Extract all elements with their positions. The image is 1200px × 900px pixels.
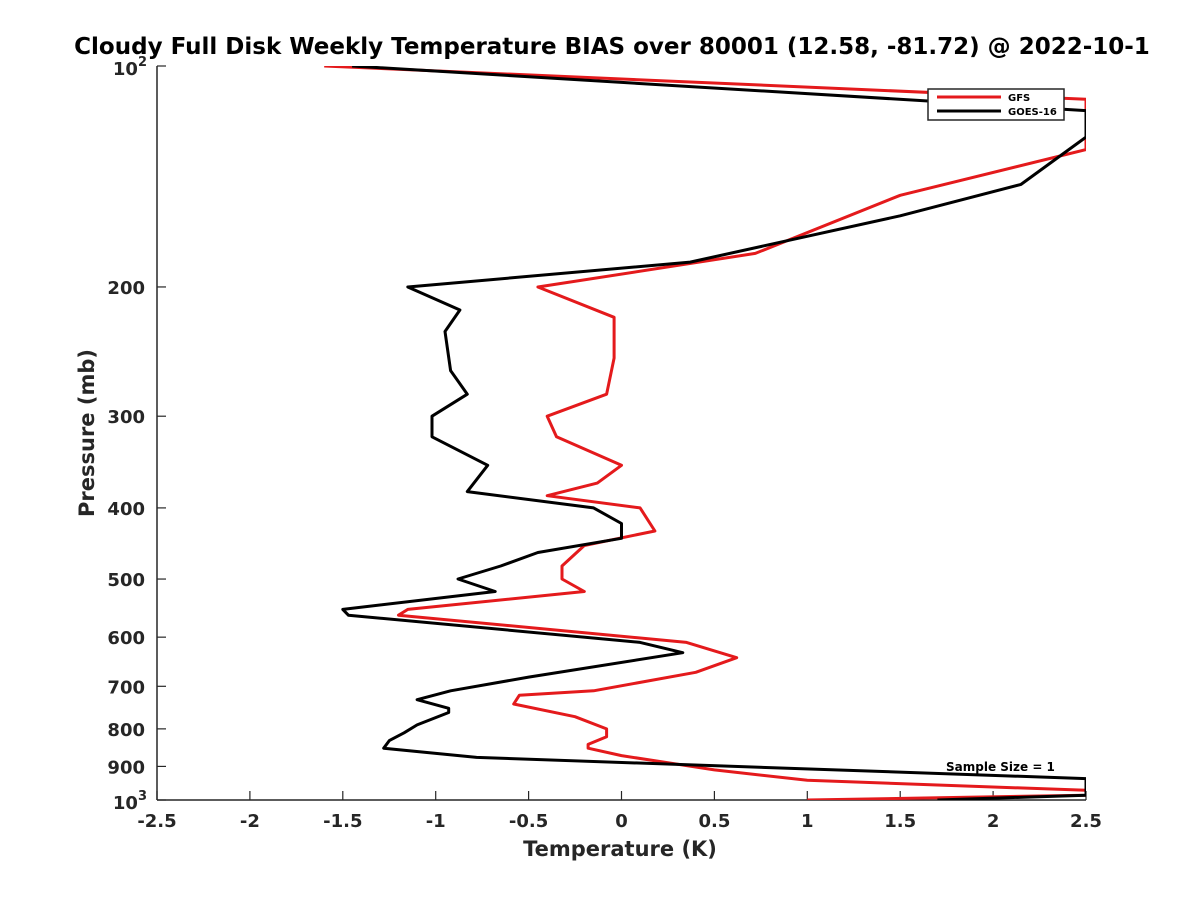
x-tick-label: -0.5: [509, 811, 548, 832]
legend-label: GOES-16: [1008, 107, 1057, 118]
x-tick-label: 0: [615, 811, 628, 832]
plot-area: [156, 66, 1086, 801]
y-tick-label: 103: [113, 789, 147, 814]
y-tick-label: 500: [107, 570, 145, 591]
y-tick-label: 700: [107, 677, 145, 698]
y-tick-label: 102: [113, 55, 147, 80]
y-axis: 102 200 300 400 500 600 700 800 900 103: [107, 55, 166, 814]
legend-box: [927, 88, 1065, 121]
y-tick-label: 600: [107, 628, 145, 649]
legend: GFS GOES-16: [927, 88, 1065, 121]
series-line-gfs: [324, 66, 1086, 800]
x-tick-label: 0.5: [698, 811, 730, 832]
x-axis: -2.5 -2 -1.5 -1 -0.5 0 0.5 1 1.5 2 2.5: [137, 791, 1102, 832]
x-tick-label: -1.5: [323, 811, 362, 832]
x-tick-label: 1.5: [884, 811, 916, 832]
series-layer: [324, 66, 1086, 800]
x-axis-label: Temperature (K): [523, 837, 717, 861]
x-tick-label: 2.5: [1070, 811, 1102, 832]
y-axis-label: Pressure (mb): [75, 349, 99, 517]
y-tick-label: 300: [107, 407, 145, 428]
x-tick-label: -2.5: [137, 811, 176, 832]
chart-title: Cloudy Full Disk Weekly Temperature BIAS…: [74, 34, 1150, 60]
plot-background: [157, 66, 1086, 800]
sample-size-annotation: Sample Size = 1: [946, 760, 1055, 774]
y-tick-label: 900: [107, 757, 145, 778]
y-tick-label: 200: [107, 278, 145, 299]
y-tick-label: 400: [107, 499, 145, 520]
x-tick-label: -2: [240, 811, 260, 832]
series-line-goes-16: [341, 66, 1086, 800]
y-tick-label: 800: [107, 720, 145, 741]
x-tick-label: 1: [801, 811, 814, 832]
legend-label: GFS: [1008, 93, 1030, 104]
x-tick-label: -1: [426, 811, 446, 832]
x-tick-label: 2: [987, 811, 1000, 832]
